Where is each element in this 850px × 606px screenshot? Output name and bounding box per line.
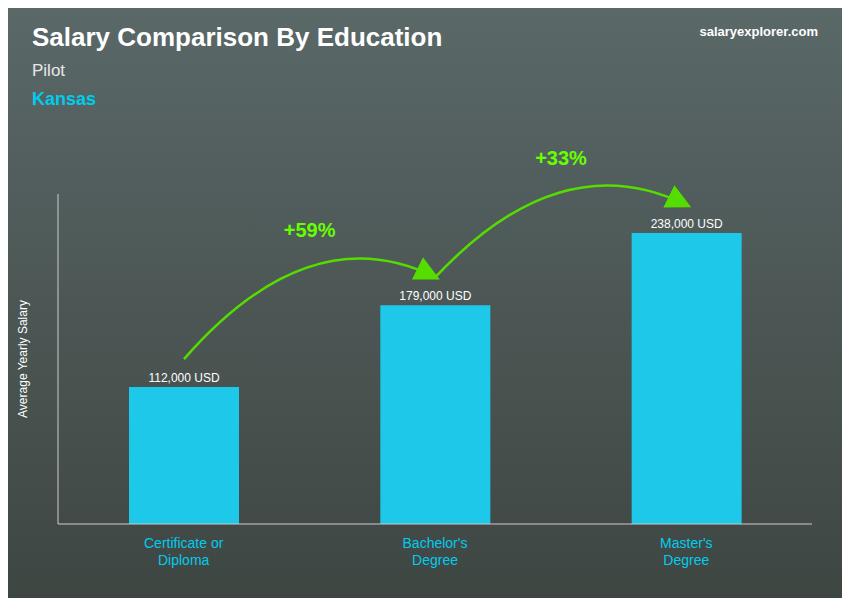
svg-text:238,000 USD: 238,000 USD — [651, 217, 723, 231]
svg-text:Average Yearly Salary: Average Yearly Salary — [16, 300, 30, 418]
html-text:Kansas: Kansas — [32, 89, 96, 109]
svg-text:Master'sDegree: Master'sDegree — [660, 535, 712, 568]
html-text:Salary Comparison By Education: Salary Comparison By Education — [32, 22, 443, 52]
html-text:Pilot: Pilot — [32, 61, 66, 80]
svg-text:Bachelor'sDegree: Bachelor'sDegree — [403, 535, 468, 568]
html-text:salaryexplorer.com: salaryexplorer.com — [699, 24, 818, 39]
svg-text:179,000 USD: 179,000 USD — [399, 289, 471, 303]
svg-text:112,000 USD: 112,000 USD — [148, 371, 219, 385]
svg-text:+59%: +59% — [284, 219, 336, 241]
svg-text:Certificate orDiploma: Certificate orDiploma — [144, 535, 224, 568]
svg-text:+33%: +33% — [535, 147, 587, 169]
